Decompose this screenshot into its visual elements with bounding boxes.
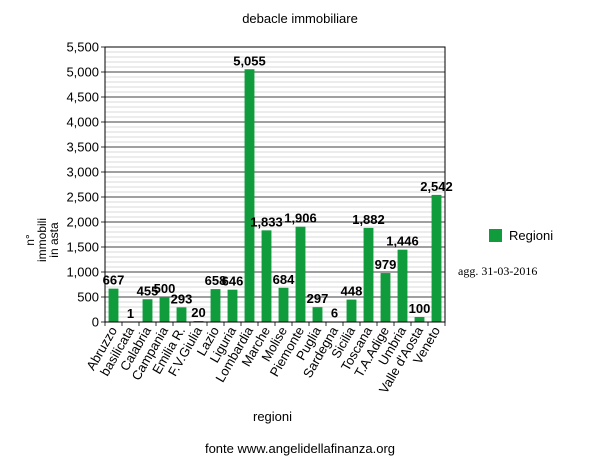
bar xyxy=(108,288,119,322)
y-tick-label: 1,000 xyxy=(66,265,99,280)
bar xyxy=(363,227,374,322)
legend-swatch xyxy=(489,229,502,242)
y-tick-label: 500 xyxy=(77,290,99,305)
y-axis-label-line-3: in asta xyxy=(47,222,61,258)
bar xyxy=(227,289,238,322)
y-tick-label: 4,500 xyxy=(66,90,99,105)
bar-value-label: 100 xyxy=(409,301,431,316)
bar xyxy=(397,249,408,322)
y-tick-label: 3,500 xyxy=(66,140,99,155)
bar xyxy=(176,307,187,322)
bar-value-label: 1,833 xyxy=(250,214,283,229)
bar-value-label: 658 xyxy=(205,273,227,288)
bar xyxy=(414,317,425,322)
bar xyxy=(380,273,391,322)
bar xyxy=(244,69,255,322)
y-tick-label: 1,500 xyxy=(66,240,99,255)
update-date-note: agg. 31-03-2016 xyxy=(458,264,538,278)
legend-label: Regioni xyxy=(509,228,554,243)
bar-value-label: 293 xyxy=(171,291,193,306)
y-tick-label: 2,500 xyxy=(66,190,99,205)
bar-value-label: 448 xyxy=(341,284,363,299)
bar-value-label: 20 xyxy=(191,305,205,320)
bar xyxy=(431,194,442,322)
y-tick-label: 3,000 xyxy=(66,165,99,180)
bar-value-label: 5,055 xyxy=(233,53,266,68)
bar-value-label: 1 xyxy=(127,306,134,321)
bar xyxy=(210,289,221,322)
y-tick-label: 2,000 xyxy=(66,215,99,230)
bar-value-label: 1,882 xyxy=(352,212,385,227)
y-axis-label: n° immobili in asta xyxy=(23,205,61,275)
x-axis-label: regioni xyxy=(252,409,293,424)
bar-value-label: 2,542 xyxy=(420,179,453,194)
bar xyxy=(346,299,357,322)
chart-title: debacle immobiliare xyxy=(242,11,358,26)
bar xyxy=(159,297,170,322)
bar-value-label: 500 xyxy=(154,281,176,296)
source-caption: fonte www.angelidellafinanza.org xyxy=(204,441,396,456)
bar xyxy=(261,230,272,322)
bar xyxy=(278,287,289,322)
bar-value-label: 1,906 xyxy=(284,211,317,226)
y-tick-label: 0 xyxy=(92,315,99,330)
bar-value-label: 1,446 xyxy=(386,234,419,249)
bar-value-label: 6 xyxy=(331,306,338,321)
bar xyxy=(142,299,153,322)
legend: Regioni xyxy=(489,228,553,243)
y-tick-label: 5,500 xyxy=(66,40,99,55)
bar-value-label: 979 xyxy=(375,257,397,272)
bar-value-label: 455 xyxy=(137,283,159,298)
bar-value-label: 646 xyxy=(222,274,244,289)
bar-value-label: 667 xyxy=(103,273,125,288)
plot-area-border xyxy=(104,46,446,323)
y-tick-label: 4,000 xyxy=(66,115,99,130)
bar-value-label: 684 xyxy=(273,272,295,287)
bar xyxy=(312,307,323,322)
y-tick-label: 5,000 xyxy=(66,65,99,80)
bar-value-label: 297 xyxy=(307,291,329,306)
bar xyxy=(295,226,306,322)
